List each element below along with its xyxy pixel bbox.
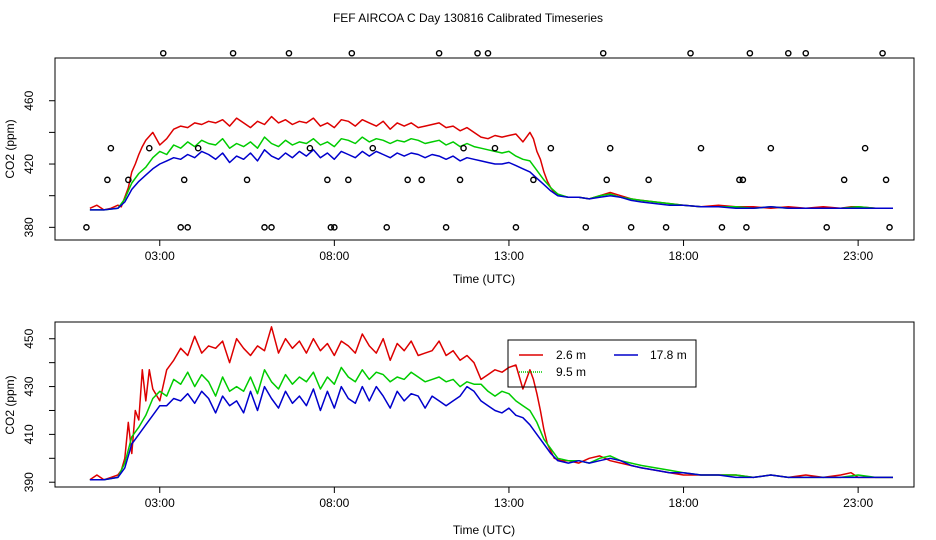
top-point-markers [229, 49, 237, 57]
top-point-markers [306, 144, 314, 152]
top-point-markers [718, 224, 726, 231]
top-point-markers [746, 49, 754, 57]
bottom-y-tick-label: 410 [22, 424, 36, 444]
bottom-x-tick-label: 23:00 [843, 496, 873, 510]
legend-label-17-8m: 17.8 m [650, 348, 687, 362]
top-point-markers [159, 49, 167, 57]
legend-label-9-5m: 9.5 m [556, 365, 586, 379]
top-point-markers [194, 144, 202, 152]
top-series-line-17-8-m [89, 149, 893, 211]
top-point-markers [736, 176, 743, 184]
top-y-tick-label: 380 [22, 217, 36, 237]
top-point-markers [418, 176, 425, 184]
top-point-markers [104, 176, 111, 184]
top-point-markers [285, 49, 293, 57]
top-point-markers [180, 176, 188, 184]
top-point-markers [484, 49, 492, 57]
bottom-plot-frame [54, 321, 915, 488]
bottom-y-tick-label: 430 [22, 376, 36, 396]
top-x-tick-label: 03:00 [145, 249, 175, 263]
top-point-markers [687, 49, 694, 57]
top-point-markers [743, 224, 750, 231]
bottom-y-axis-label: CO2 (ppm) [3, 375, 17, 434]
bottom-y-tick-label: 450 [22, 328, 36, 348]
top-point-markers [324, 176, 331, 184]
top-point-markers [177, 224, 185, 231]
top-point-markers [739, 176, 747, 184]
top-y-axis-label: CO2 (ppm) [3, 119, 17, 178]
top-point-markers [491, 144, 499, 152]
top-point-markers [582, 224, 590, 231]
top-point-markers [442, 224, 450, 231]
top-point-markers [435, 49, 443, 57]
top-point-markers [603, 176, 611, 184]
top-panel: 03:00 08:00 13:00 18:00 23:00 380 420 460 Time … [3, 49, 915, 286]
top-point-markers [348, 49, 356, 57]
bottom-x-axis-label: Time (UTC) [453, 523, 515, 537]
legend: 2.6 m 17.8 m 9.5 m [507, 339, 697, 388]
top-point-markers [662, 224, 670, 231]
top-point-markers [767, 144, 775, 152]
top-series-line-9-5-m [89, 136, 893, 211]
bottom-x-tick-label: 08:00 [319, 496, 349, 510]
top-point-markers [474, 49, 481, 57]
top-x-tick-label: 23:00 [843, 249, 873, 263]
top-point-markers [697, 144, 705, 152]
top-x-tick-label: 18:00 [669, 249, 699, 263]
top-point-markers [861, 144, 869, 152]
top-x-axis-label: Time (UTC) [453, 272, 515, 286]
top-x-tick-label: 08:00 [319, 249, 349, 263]
top-point-markers [369, 144, 377, 152]
top-y-tick-label: 420 [22, 154, 36, 174]
top-point-markers [840, 176, 848, 184]
top-point-markers [327, 224, 335, 231]
bottom-x-tick-label: 03:00 [145, 496, 175, 510]
top-point-markers [345, 176, 352, 184]
legend-box [507, 339, 697, 388]
top-point-markers [645, 176, 652, 184]
top-x-tick-label: 13:00 [494, 249, 524, 263]
top-point-markers [460, 144, 467, 152]
top-point-markers [802, 49, 810, 57]
top-point-markers [530, 176, 537, 184]
top-point-markers [599, 49, 607, 57]
top-point-markers [879, 49, 886, 57]
top-point-markers [606, 144, 614, 152]
top-point-markers [331, 224, 338, 231]
top-point-markers [512, 224, 520, 231]
top-point-markers [547, 144, 555, 152]
top-plot-frame [54, 57, 915, 241]
top-point-markers [456, 176, 464, 184]
bottom-series-line-9-5-m [89, 366, 893, 481]
top-point-markers [261, 224, 268, 231]
legend-label-2-6m: 2.6 m [556, 348, 586, 362]
top-point-markers [125, 176, 132, 184]
bottom-y-tick-label: 390 [22, 472, 36, 492]
top-point-markers [886, 224, 893, 231]
top-point-markers [383, 224, 391, 231]
bottom-x-tick-label: 13:00 [494, 496, 524, 510]
top-point-markers [184, 224, 191, 231]
top-point-markers [404, 176, 411, 184]
top-point-markers [145, 144, 153, 152]
bottom-x-tick-label: 18:00 [669, 496, 699, 510]
bottom-panel: 03:00 08:00 13:00 18:00 23:00 390 410 430 450 Ti… [3, 321, 915, 537]
top-point-markers [268, 224, 275, 231]
top-y-tick-label: 460 [22, 90, 36, 110]
chart-title: FEF AIRCOA C Day 130816 Calibrated Times… [333, 11, 603, 25]
top-point-markers [107, 144, 115, 152]
top-point-markers [882, 176, 890, 184]
bottom-series-line-17-8-m [89, 385, 893, 481]
top-point-markers [823, 224, 831, 231]
top-point-markers [243, 176, 251, 184]
top-point-markers [627, 224, 635, 231]
top-point-markers [83, 224, 90, 231]
top-point-markers [784, 49, 792, 57]
